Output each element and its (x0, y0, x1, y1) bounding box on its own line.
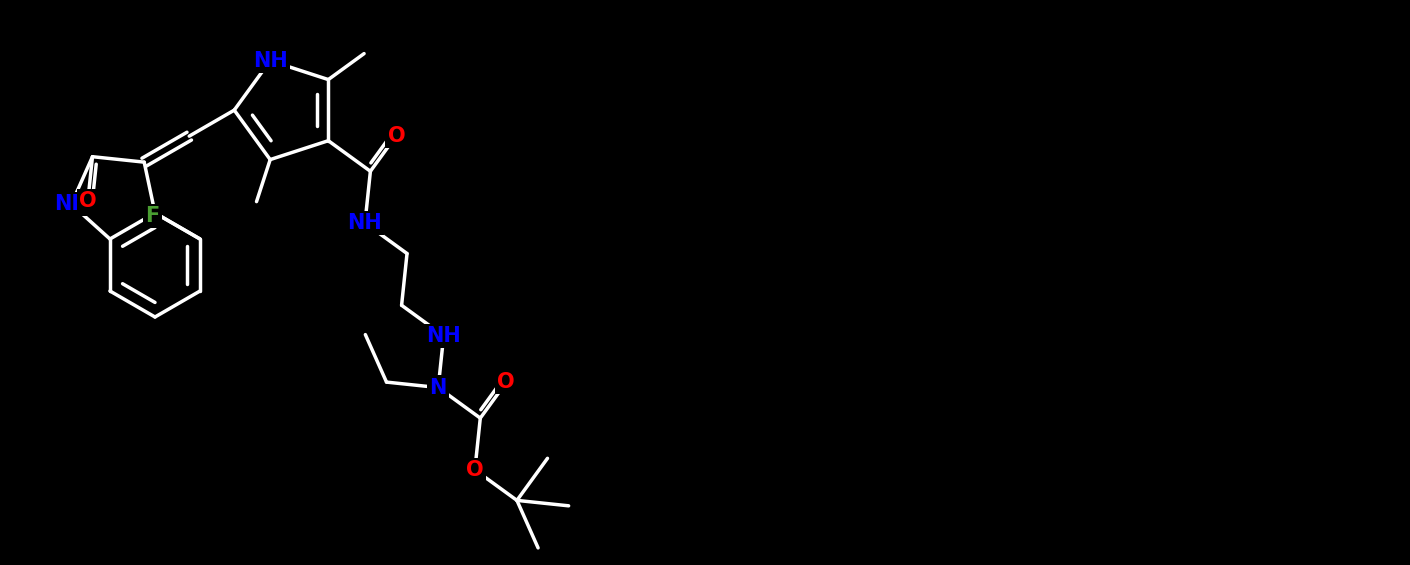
Text: NH: NH (426, 326, 461, 346)
Text: NH: NH (54, 194, 89, 214)
Text: O: O (498, 372, 515, 392)
Text: O: O (467, 460, 484, 480)
Text: N: N (430, 377, 447, 398)
Text: NH: NH (348, 213, 382, 233)
Text: F: F (145, 206, 159, 225)
Text: O: O (388, 125, 405, 146)
Text: NH: NH (252, 51, 288, 71)
Text: O: O (79, 190, 97, 211)
